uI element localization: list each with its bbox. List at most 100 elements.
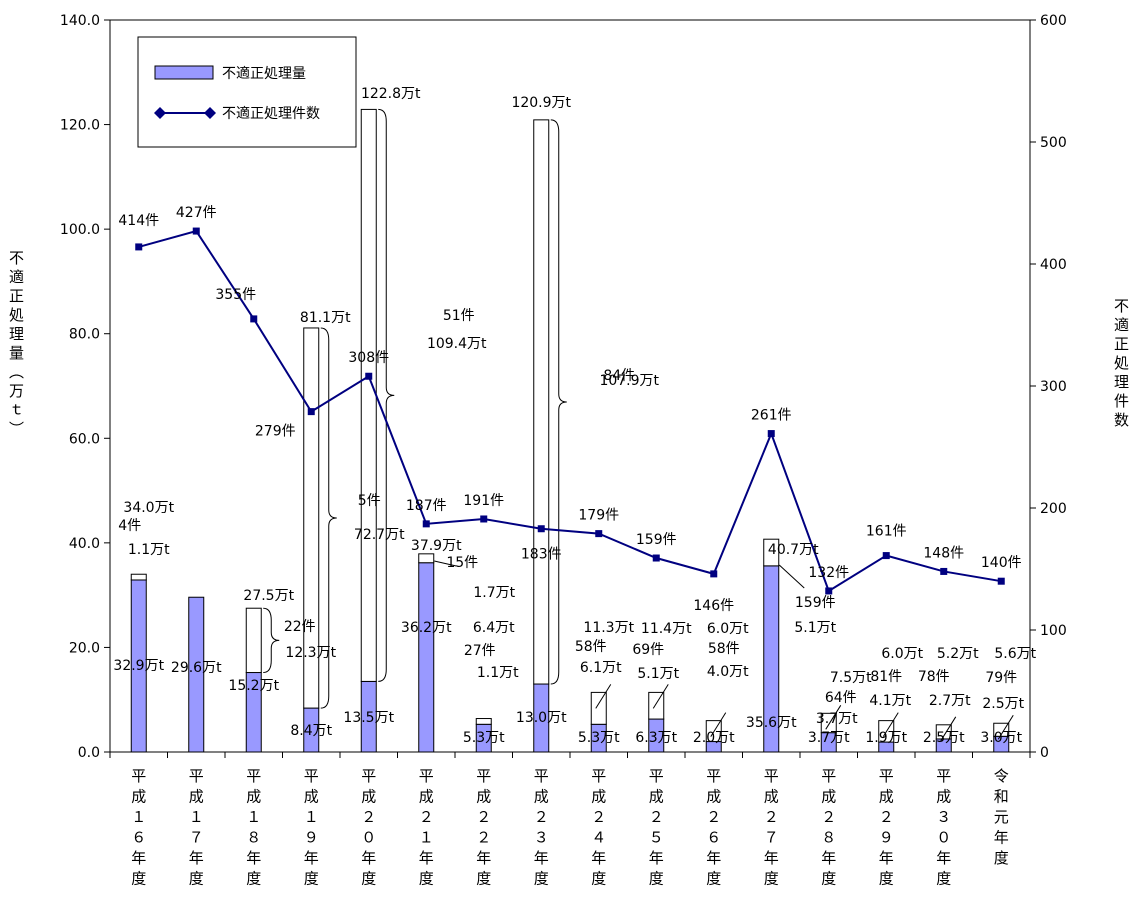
bar-stacked-segment xyxy=(590,691,607,725)
bar-value-label: 5.3万t xyxy=(578,730,620,746)
line-point-label: 279件 xyxy=(255,424,296,440)
y-left-tick-label: 0.0 xyxy=(78,745,100,761)
line-point-label: 140件 xyxy=(981,555,1022,571)
y-right-tick-label: 200 xyxy=(1040,501,1067,517)
bar-value-label: 15.2万t xyxy=(228,678,279,694)
line-marker xyxy=(940,567,948,575)
x-category-label: 平成２５年度 xyxy=(649,767,664,888)
y-right-tick-label: 0 xyxy=(1040,745,1049,761)
annotation-total: 122.8万t xyxy=(361,86,421,102)
annotation-total: 7.5万t xyxy=(830,670,872,686)
annotation-braces xyxy=(263,108,1014,742)
line-marker xyxy=(307,408,315,416)
line-point-label: 179件 xyxy=(578,508,619,524)
y-right-tick-label: 500 xyxy=(1040,135,1067,151)
bar-stacked-segment xyxy=(475,718,492,725)
line-marker xyxy=(422,520,430,528)
leader-line xyxy=(710,712,727,737)
annotation-total: 37.9万t xyxy=(411,538,462,554)
annotation-count: 81件 xyxy=(870,669,902,685)
annotation-total: 120.9万t xyxy=(511,95,571,111)
x-category-label: 平成２９年度 xyxy=(879,767,894,888)
bar-stacked-segment xyxy=(935,724,952,740)
bar-stacked-segment xyxy=(360,108,377,682)
line-point-label: 427件 xyxy=(176,205,217,221)
line-marker xyxy=(135,243,143,251)
annotation-count: 22件 xyxy=(284,619,316,635)
annotation-count: 4件 xyxy=(118,518,141,534)
annotation-total: 40.7万t xyxy=(768,542,819,558)
annotation-count: 5件 xyxy=(358,493,381,509)
annotation-amount: 1.7万t xyxy=(473,585,515,601)
brace xyxy=(550,119,567,685)
leader-line xyxy=(434,560,457,567)
line-marker xyxy=(595,530,603,538)
y-left-tick-label: 60.0 xyxy=(69,431,100,447)
leader-line xyxy=(882,712,899,737)
annotation-total: 6.0万t xyxy=(881,646,923,662)
annotation-amount: 2.7万t xyxy=(929,693,971,709)
annotation-count: 159件 xyxy=(795,595,836,611)
annotation-amount: 72.7万t xyxy=(354,527,405,543)
x-category-label: 令和元年度 xyxy=(994,767,1009,867)
bar-value-label: 32.9万t xyxy=(113,658,164,674)
leader-line xyxy=(997,714,1014,740)
annotation-total: 27.5万t xyxy=(243,588,294,604)
line-point-label: 414件 xyxy=(118,213,159,229)
annotation-total: 11.4万t xyxy=(641,621,692,637)
brace xyxy=(378,108,395,682)
annotation-amount: 6.1万t xyxy=(580,660,622,676)
annotation-total: 11.3万t xyxy=(583,620,634,636)
bar-value-label: 6.3万t xyxy=(635,730,677,746)
bar-value-label: 3.0万t xyxy=(980,730,1022,746)
bar-value-label: 2.0万t xyxy=(693,730,735,746)
bar-value-label: 29.6万t xyxy=(171,660,222,676)
annotation-count: 27件 xyxy=(464,643,496,659)
y-right-tick-label: 400 xyxy=(1040,257,1067,273)
line-point-label: 355件 xyxy=(215,287,256,303)
x-category-label: 平成１８年度 xyxy=(246,767,261,888)
annotation-total: 34.0万t xyxy=(123,500,174,516)
bar-value-label: 36.2万t xyxy=(401,620,452,636)
x-category-label: 平成１７年度 xyxy=(189,767,204,888)
line-point-label: 132件 xyxy=(808,565,849,581)
legend-line-marker xyxy=(204,107,216,119)
line-series xyxy=(135,227,1005,595)
legend-bar-swatch xyxy=(154,65,214,80)
annotation-amount: 107.9万t xyxy=(599,373,659,389)
x-category-label: 平成１９年度 xyxy=(304,767,319,888)
annotation-amount: 12.3万t xyxy=(285,645,336,661)
line-point-label: 146件 xyxy=(693,598,734,614)
line-point-label: 161件 xyxy=(866,524,907,540)
bar-stacked-segment xyxy=(418,553,435,564)
annotation-count: 79件 xyxy=(985,670,1017,686)
leader-line xyxy=(940,716,957,742)
annotation-amount: 3.7万t xyxy=(816,711,858,727)
brace xyxy=(320,327,337,709)
x-category-label: 平成２０年度 xyxy=(361,767,376,888)
bar-stacked-segment xyxy=(533,119,550,685)
y-right-tick-label: 600 xyxy=(1040,13,1067,29)
line-point-label: 191件 xyxy=(463,493,504,509)
y-right-tick-label: 100 xyxy=(1040,623,1067,639)
annotation-count: 78件 xyxy=(918,669,950,685)
annotation-total: 6.0万t xyxy=(707,621,749,637)
annotation-total: 5.2万t xyxy=(937,646,979,662)
annotation-amount: 109.4万t xyxy=(427,336,487,352)
bar-value-label: 1.9万t xyxy=(865,730,907,746)
y-left-axis-title: 不適正処理量（万ｔ） xyxy=(7,250,25,440)
annotation-count: 64件 xyxy=(825,690,857,706)
annotation-count: 15件 xyxy=(446,555,478,571)
x-category-label: 平成２３年度 xyxy=(534,767,549,888)
legend-line-label: 不適正処理件数 xyxy=(222,105,320,122)
y-left-tick-label: 40.0 xyxy=(69,536,100,552)
axes: 0.0 20.0 40.0 60.0 80.0 100.0 120.0 140.0 0 100 20… xyxy=(60,13,1067,888)
line-marker xyxy=(365,372,373,380)
x-category-label: 平成２６年度 xyxy=(706,767,721,888)
y-right-tick-label: 300 xyxy=(1040,379,1067,395)
annotation-amount: 5.1万t xyxy=(637,666,679,682)
count-line xyxy=(138,229,1002,593)
annotation-amount: 2.5万t xyxy=(982,696,1024,712)
line-point-label: 159件 xyxy=(636,532,677,548)
bar-value-label: 2.5万t xyxy=(923,730,965,746)
